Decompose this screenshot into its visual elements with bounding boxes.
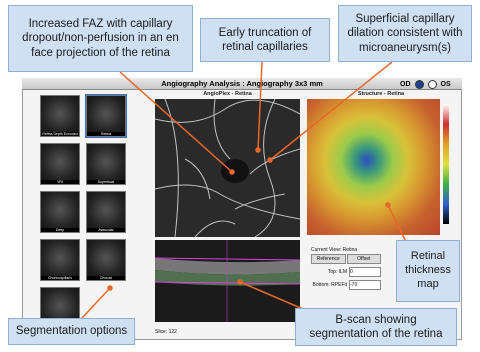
offset-input[interactable]: 0 [349, 267, 381, 277]
thumbnail[interactable]: Retina Depth Encoded [40, 95, 80, 137]
offset-input[interactable]: -70 [349, 280, 381, 290]
row-label: Top: ILM [327, 269, 347, 275]
thumbnail[interactable]: Choriocapillaris [40, 239, 80, 281]
row-label: Bottom: RPEFit [312, 282, 347, 288]
callout: B-scan showing segmentation of the retin… [295, 308, 457, 346]
thumbnail-label: Superficial [87, 180, 125, 184]
color-scale [443, 104, 449, 224]
segmentation-table: Current View: Retina Reference Offset To… [311, 247, 381, 290]
table-header[interactable]: Reference [311, 254, 346, 264]
slice-label: Slice: 122 [155, 329, 177, 335]
thumbnail[interactable]: Retina [85, 94, 127, 138]
thumbnail-label: VRI [41, 180, 79, 184]
eye-selector: OD OS [400, 79, 460, 89]
thumbnail[interactable]: Deep [40, 191, 80, 233]
radio[interactable] [427, 79, 437, 89]
callout: Segmentation options [8, 318, 135, 345]
thumbnail-label: Avascular [87, 228, 125, 232]
eye-option[interactable]: OS [440, 80, 451, 88]
thumbnail[interactable]: Choroid [86, 239, 126, 281]
eye-option[interactable]: OD [400, 80, 411, 88]
thumbnail-label: Retina Depth Encoded [41, 132, 79, 136]
radio[interactable] [414, 79, 424, 89]
window-title: Angiography Analysis : Angiography 3x3 m… [22, 78, 462, 90]
thumbnail-label: Choriocapillaris [41, 276, 79, 280]
panel-label: Structure - Retina [357, 91, 405, 97]
thickness-map [307, 99, 440, 235]
table-caption: Current View: Retina [311, 247, 358, 253]
thumbnail[interactable]: Superficial [86, 143, 126, 185]
thumbnail[interactable]: VRI [40, 143, 80, 185]
b-scan [155, 240, 300, 322]
callout: Superficial capillary dilation consisten… [338, 5, 472, 62]
callout: Retinal thickness map [396, 240, 460, 302]
thumbnail-label: Retina [87, 132, 125, 136]
callout: Early truncation of retinal capillaries [200, 18, 330, 62]
thumbnail-label: Choroid [87, 276, 125, 280]
thumbnail[interactable]: Avascular [86, 191, 126, 233]
panel-label: AngioPlex - Retina [203, 91, 252, 97]
table-header[interactable]: Offset [346, 254, 381, 264]
thumbnail-label: Deep [41, 228, 79, 232]
callout: Increased FAZ with capillary dropout/non… [8, 5, 193, 72]
